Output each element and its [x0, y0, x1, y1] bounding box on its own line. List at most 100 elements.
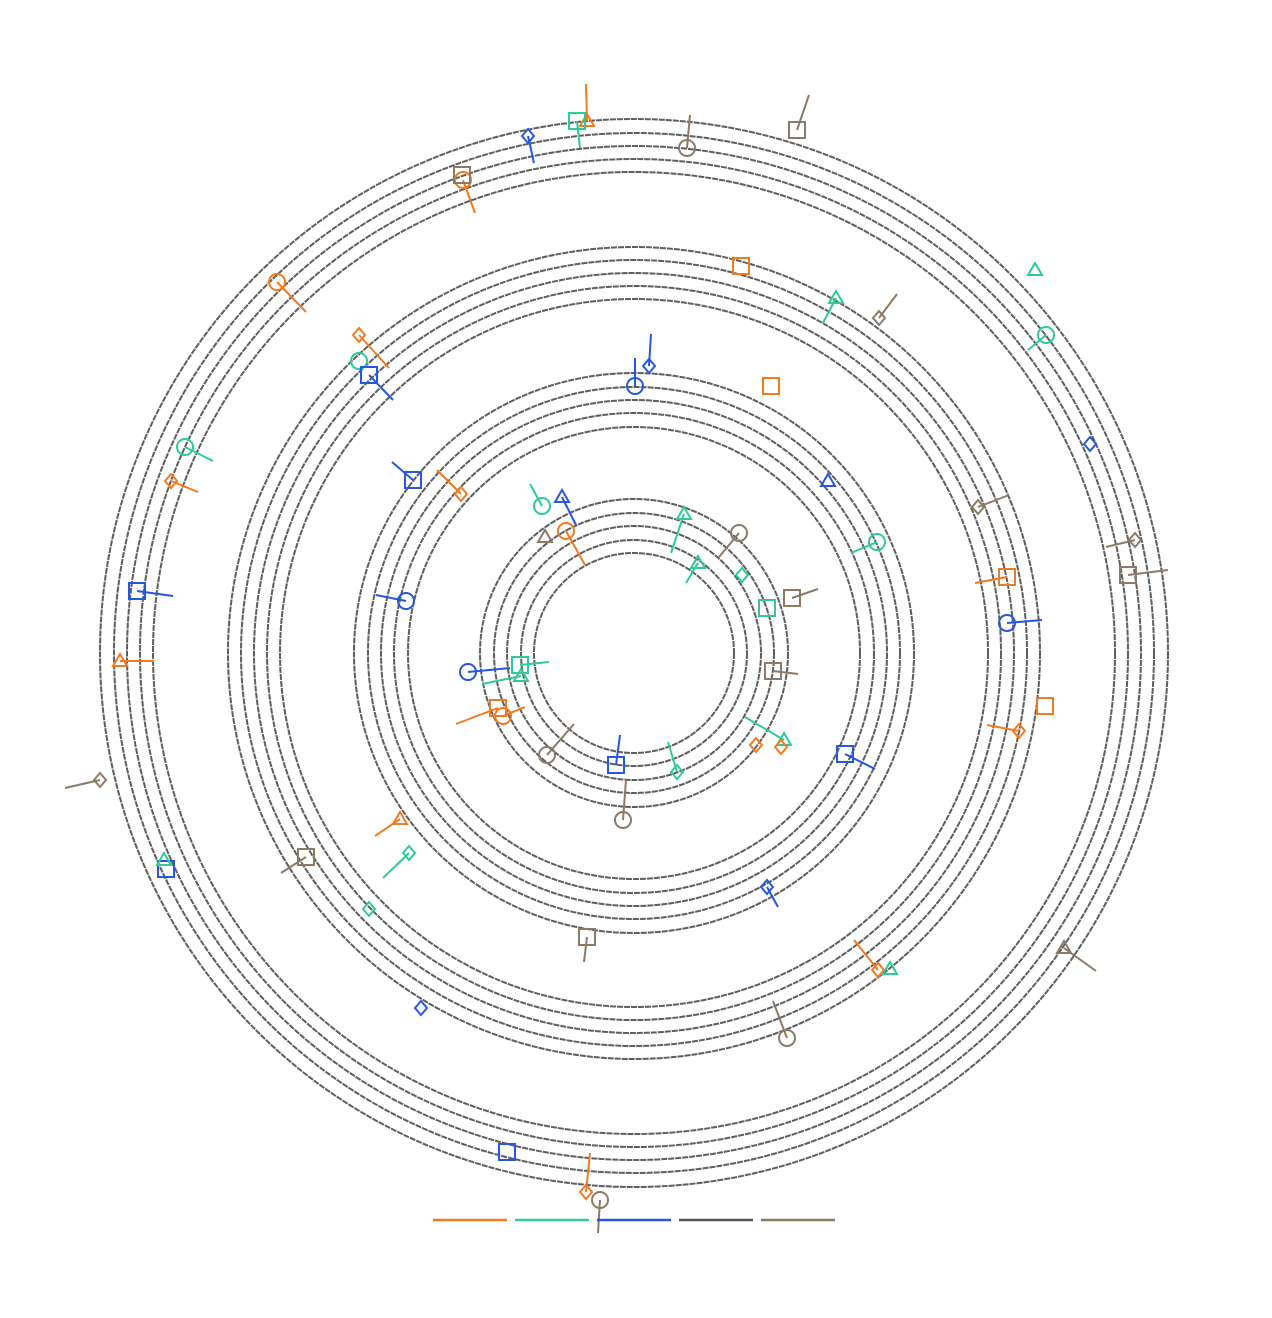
marker-stem: [796, 94, 810, 131]
ring: [520, 539, 748, 767]
circle-marker: [557, 522, 575, 540]
diamond-marker: [92, 771, 108, 789]
marker-stem: [546, 723, 575, 756]
square-marker: [568, 112, 586, 130]
ring: [380, 399, 888, 907]
triangle-marker: [819, 472, 837, 487]
diamond-marker: [163, 472, 179, 490]
marker-stem: [1027, 334, 1047, 351]
triangle-marker: [512, 667, 530, 682]
marker-stem: [583, 936, 588, 963]
marker-stem: [276, 281, 307, 313]
circle-marker: [176, 438, 194, 456]
circle-marker: [614, 811, 632, 829]
marker-stem: [1063, 947, 1097, 972]
diamond-marker: [773, 738, 789, 756]
marker-stem: [375, 594, 407, 602]
diamond-marker: [748, 736, 764, 754]
square-marker: [764, 662, 782, 680]
square-marker: [511, 656, 529, 674]
marker-stem: [519, 661, 550, 666]
marker-stem: [382, 852, 410, 879]
square-marker: [788, 121, 806, 139]
marker-stem: [853, 939, 879, 971]
marker-stem: [766, 886, 779, 908]
marker-stem: [974, 576, 1008, 584]
marker-stem: [772, 670, 799, 675]
marker-stem: [358, 334, 390, 369]
ring: [353, 372, 915, 934]
ring: [253, 272, 1015, 1034]
square-marker: [404, 471, 422, 489]
square-marker: [297, 848, 315, 866]
marker-stem: [565, 530, 586, 566]
ring: [152, 171, 1116, 1135]
marker-stem: [184, 446, 214, 462]
circle-marker: [533, 497, 551, 515]
square-marker: [762, 377, 780, 395]
marker-stem: [686, 114, 691, 149]
diamond-marker: [578, 1183, 594, 1201]
diamond-marker: [669, 763, 685, 781]
circle-marker: [998, 614, 1016, 632]
square-marker: [498, 1143, 516, 1161]
ring: [407, 426, 861, 880]
triangle-marker: [689, 554, 707, 569]
diamond-marker: [759, 878, 775, 896]
marker-stem: [1127, 569, 1169, 576]
diamond-marker: [1011, 722, 1027, 740]
marker-stem: [844, 753, 876, 770]
circle-marker: [778, 1029, 796, 1047]
circle-marker: [626, 377, 644, 395]
circle-marker: [538, 746, 556, 764]
marker-stem: [622, 779, 627, 821]
marker-stem: [374, 818, 401, 837]
square-marker: [758, 599, 776, 617]
circle-marker: [591, 1191, 609, 1209]
diamond-marker: [413, 999, 429, 1017]
triangle-marker: [536, 528, 554, 543]
triangle-marker: [675, 505, 693, 520]
triangle-marker: [553, 488, 571, 503]
square-marker: [1036, 697, 1054, 715]
circle-marker: [268, 273, 286, 291]
diamond-marker: [1127, 531, 1143, 549]
marker-stem: [368, 374, 394, 401]
square-marker: [783, 589, 801, 607]
square-marker: [607, 756, 625, 774]
ring: [139, 158, 1129, 1148]
marker-stem: [718, 532, 740, 558]
marker-stem: [791, 588, 819, 599]
marker-stem: [597, 1199, 601, 1234]
triangle-marker: [827, 289, 845, 304]
ring: [367, 386, 901, 920]
triangle-marker: [1055, 939, 1073, 954]
marker-stem: [685, 562, 699, 584]
ring: [266, 285, 1002, 1021]
triangle-marker: [881, 960, 899, 975]
circle-marker: [494, 707, 512, 725]
ring: [126, 145, 1142, 1161]
ring: [393, 412, 875, 894]
circle-marker: [1037, 326, 1055, 344]
square-marker: [836, 745, 854, 763]
square-marker: [453, 166, 471, 184]
square-marker: [998, 568, 1016, 586]
circle-marker: [459, 663, 477, 681]
marker-stem: [436, 469, 462, 495]
triangle-marker: [111, 652, 129, 667]
triangle-marker: [391, 810, 409, 825]
square-marker: [578, 928, 596, 946]
marker-stem: [850, 541, 878, 554]
square-marker: [1119, 566, 1137, 584]
circle-marker: [678, 139, 696, 157]
circle-marker: [397, 592, 415, 610]
marker-stem: [481, 675, 522, 685]
square-marker: [360, 366, 378, 384]
marker-stem: [772, 1000, 788, 1039]
ring: [279, 298, 989, 1008]
marker-stem: [502, 706, 526, 717]
triangle-marker: [1026, 261, 1044, 276]
ring: [493, 512, 775, 794]
